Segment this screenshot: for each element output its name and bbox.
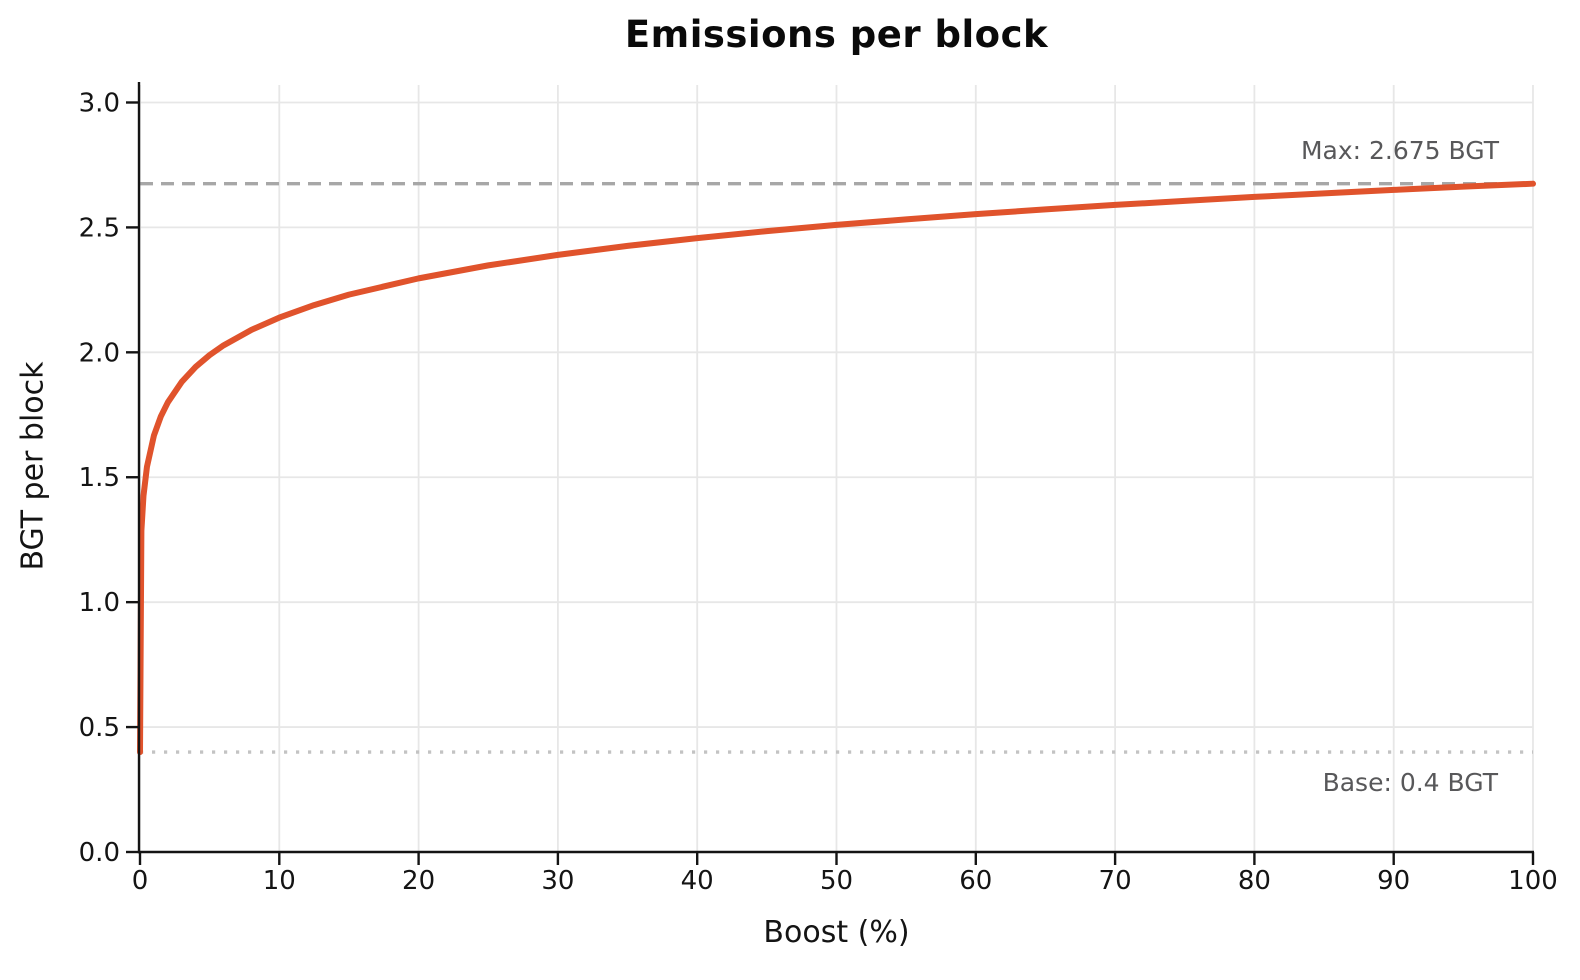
x-tick-label: 100	[1508, 866, 1558, 896]
y-tick-label: 0.0	[79, 838, 120, 868]
x-tick-label: 90	[1377, 866, 1410, 896]
x-axis-label: Boost (%)	[763, 915, 910, 950]
y-tick-label: 1.0	[79, 588, 120, 618]
y-tick-label: 0.5	[79, 713, 120, 743]
x-tick-label: 50	[820, 866, 853, 896]
x-tick-label: 0	[132, 866, 149, 896]
x-tick-label: 20	[402, 866, 435, 896]
x-tick-label: 80	[1238, 866, 1271, 896]
x-tick-label: 70	[1099, 866, 1132, 896]
max-line-annotation: Max: 2.675 BGT	[1300, 136, 1499, 165]
y-tick-label: 1.5	[79, 463, 120, 493]
y-tick-label: 2.5	[79, 213, 120, 243]
x-tick-label: 10	[263, 866, 296, 896]
base-line-annotation: Base: 0.4 BGT	[1322, 768, 1498, 797]
x-tick-label: 30	[541, 866, 574, 896]
y-axis-label: BGT per block	[15, 361, 51, 571]
chart-title: Emissions per block	[624, 13, 1049, 56]
emissions-curve	[137, 180, 1536, 756]
y-tick-label: 3.0	[79, 88, 120, 118]
x-tick-label: 40	[681, 866, 714, 896]
y-tick-label: 2.0	[79, 338, 120, 368]
x-tick-label: 60	[959, 866, 992, 896]
